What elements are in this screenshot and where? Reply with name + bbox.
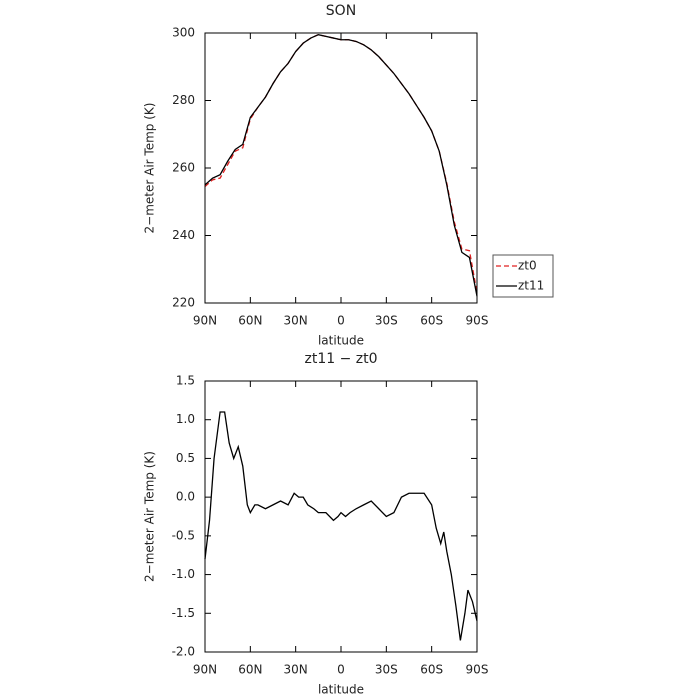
x-tick-label: 90N [193,663,217,677]
y-tick-label: 0.0 [176,490,195,504]
y-tick-label: -0.5 [172,528,195,542]
legend-label: zt0 [518,259,537,273]
y-tick-label: 240 [172,228,195,242]
x-tick-label: 90S [466,663,489,677]
y-tick-label: -1.0 [172,567,195,581]
legend-box [492,254,554,298]
x-axis-label: latitude [318,334,364,348]
y-tick-label: 1.0 [176,412,195,426]
y-tick-label: -1.5 [172,606,195,620]
series-line [204,411,478,641]
chart-title: zt11 − zt0 [304,351,377,367]
y-tick-label: 1.5 [176,374,195,388]
plot-frame [204,32,478,304]
y-axis-label: 2−meter Air Temp (K) [143,103,157,234]
x-tick-label: 90S [466,314,489,328]
y-tick-label: 280 [172,93,195,107]
x-tick-label: 0 [337,663,345,677]
x-tick-label: 90N [193,314,217,328]
x-tick-label: 30S [375,314,398,328]
x-tick-label: 30N [284,663,308,677]
y-tick-label: 300 [172,26,195,40]
x-tick-label: 60S [420,314,443,328]
x-tick-label: 60N [238,314,262,328]
series-line [204,34,478,293]
x-tick-label: 30N [284,314,308,328]
x-axis-label: latitude [318,683,364,697]
x-tick-label: 0 [337,314,345,328]
x-tick-label: 60N [238,663,262,677]
plot-frame [204,380,478,653]
x-tick-label: 60S [420,663,443,677]
y-tick-label: 0.5 [176,451,195,465]
x-tick-label: 30S [375,663,398,677]
y-tick-label: 220 [172,296,195,310]
chart-title: SON [326,3,356,19]
series-line [204,34,478,297]
y-tick-label: -2.0 [172,645,195,659]
legend-label: zt11 [518,279,544,293]
y-tick-label: 260 [172,161,195,175]
y-axis-label: 2−meter Air Temp (K) [143,451,157,582]
